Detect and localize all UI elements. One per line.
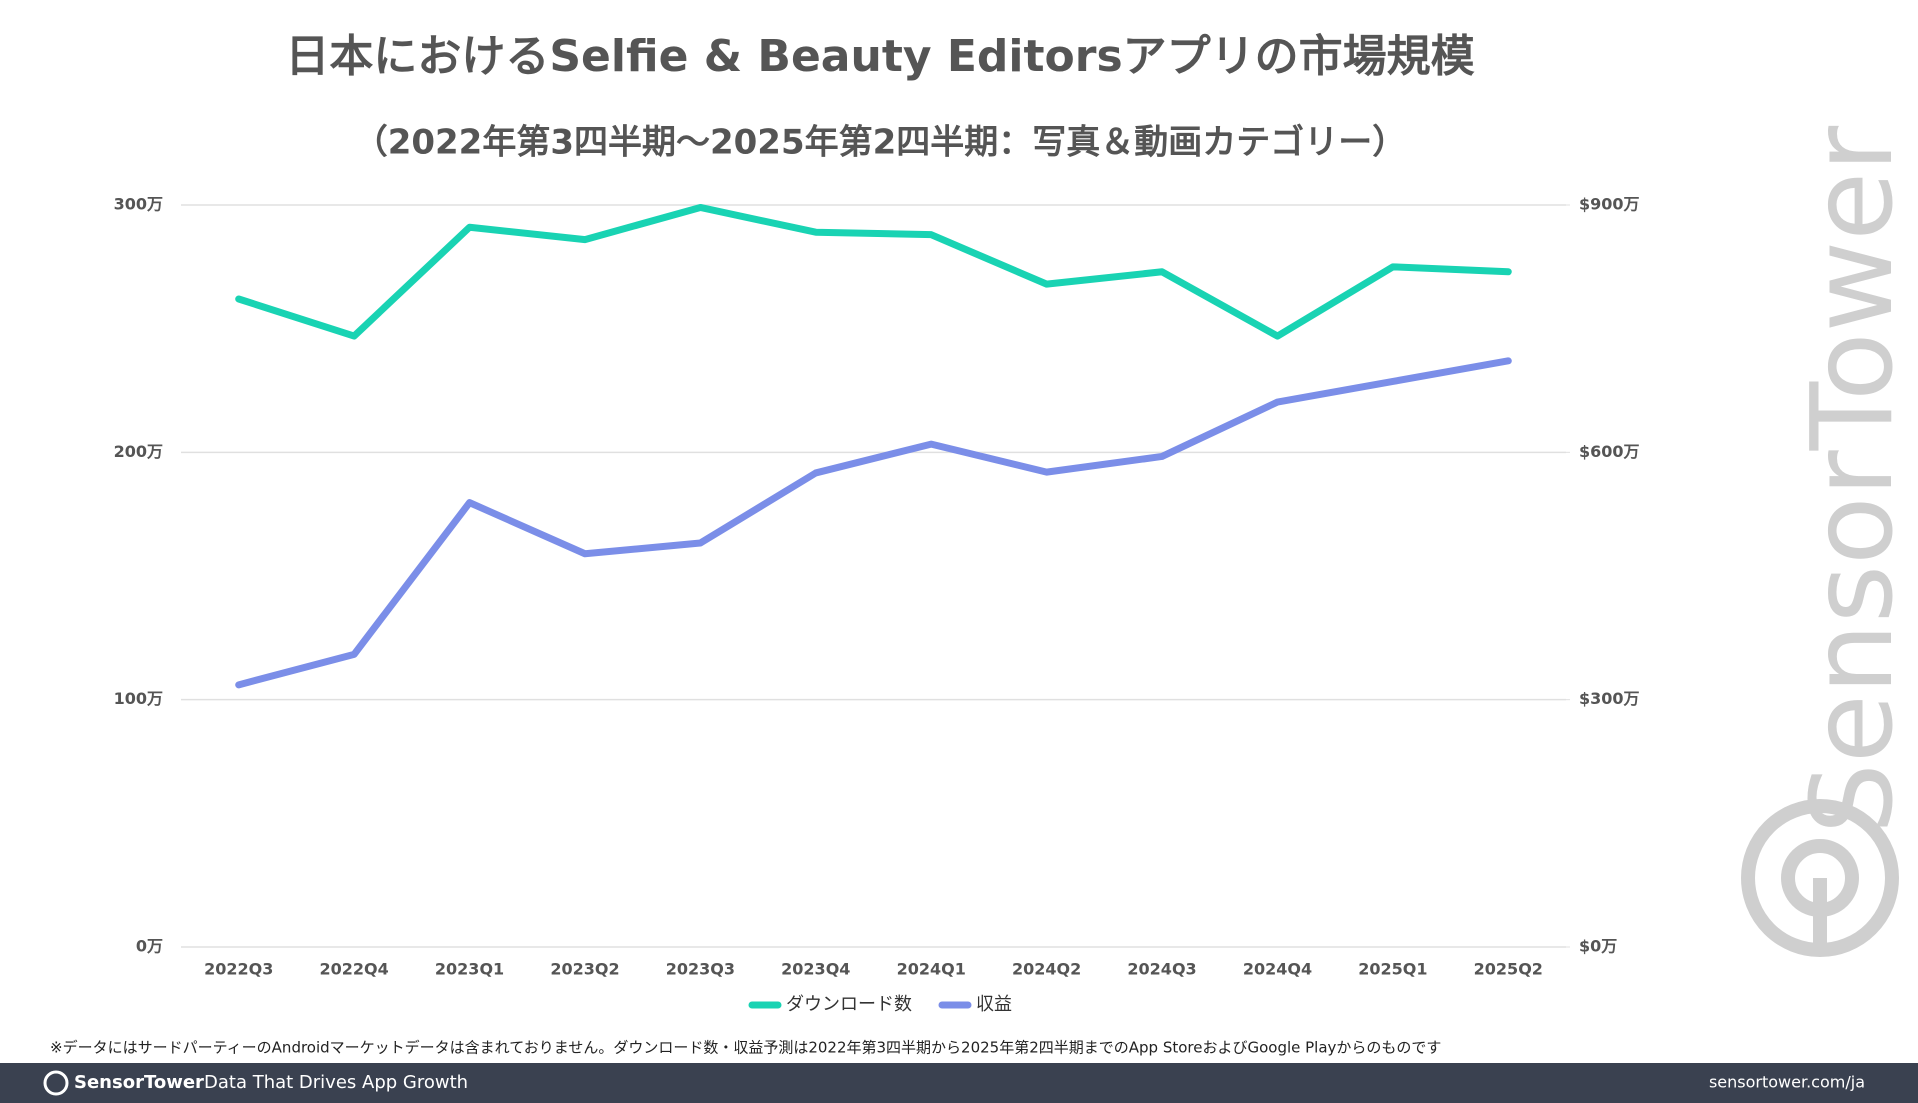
chart-title: 日本におけるSelfie & Beauty Editorsアプリの市場規模	[285, 31, 1474, 82]
x-tick-label: 2023Q2	[550, 960, 619, 979]
x-tick-label: 2024Q3	[1127, 960, 1196, 979]
line-series	[235, 203, 1512, 340]
x-tick-label: 2022Q3	[204, 960, 273, 979]
legend-label: ダウンロード数	[786, 994, 912, 1015]
footer-logo	[43, 1070, 69, 1096]
y-tick-label: 0万	[136, 937, 163, 956]
footer-tagline: Data That Drives App Growth	[204, 1072, 468, 1093]
y2-tick-label: $300万	[1579, 689, 1640, 708]
y-tick-label: 100万	[114, 689, 163, 708]
x-tick-label: 2025Q2	[1474, 960, 1543, 979]
x-tick-label: 2024Q1	[897, 960, 966, 979]
watermark: SensorTower	[1788, 125, 1918, 834]
footer-bar	[0, 1063, 1918, 1103]
y-tick-label: 200万	[114, 442, 163, 461]
footnote: ※データにはサードパーティーのAndroidマーケットデータは含まれておりません…	[50, 1039, 1441, 1057]
footer-url: sensortower.com/ja	[1709, 1073, 1865, 1092]
x-tick-label: 2024Q2	[1012, 960, 1081, 979]
x-tick-label: 2024Q4	[1243, 960, 1312, 979]
y2-tick-label: $0万	[1579, 937, 1617, 956]
y2-tick-label: $900万	[1579, 195, 1640, 214]
y-tick-label: 300万	[114, 195, 163, 214]
footer-brand: SensorTower	[74, 1072, 204, 1093]
x-tick-label: 2023Q4	[781, 960, 850, 979]
x-tick-label: 2025Q1	[1358, 960, 1427, 979]
chart-subtitle: （2022年第3四半期～2025年第2四半期：写真＆動画カテゴリー）	[354, 123, 1407, 163]
watermark-logo	[1741, 799, 1899, 957]
legend-label: 収益	[976, 994, 1012, 1015]
x-tick-label: 2023Q1	[435, 960, 504, 979]
x-tick-label: 2022Q4	[319, 960, 388, 979]
line-series	[235, 357, 1512, 689]
x-tick-label: 2023Q3	[666, 960, 735, 979]
y2-tick-label: $600万	[1579, 442, 1640, 461]
